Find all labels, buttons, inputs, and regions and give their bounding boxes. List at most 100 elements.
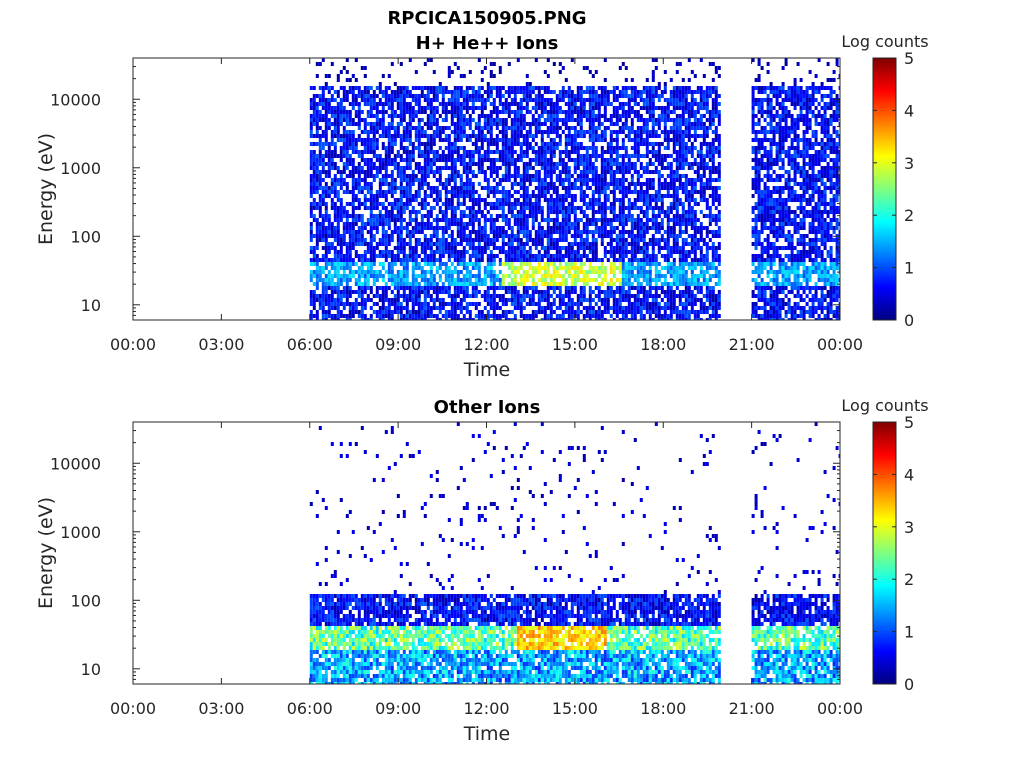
heat-cell [396,270,400,274]
heat-cell [621,242,625,246]
heat-cell [537,290,541,294]
heat-cell [609,102,613,106]
heat-cell [471,238,475,242]
heat-cell [381,74,385,78]
heat-cell [477,302,481,306]
heat-cell [522,114,526,118]
heat-cell [339,262,343,266]
heat-cell [318,178,322,182]
heat-cell [579,142,583,146]
heat-cell [555,254,559,258]
heat-cell [621,202,625,206]
heat-cell [483,238,487,242]
heat-cell [411,154,415,158]
heat-cell [510,182,514,186]
heat-cell [336,102,340,106]
heat-cell [543,278,547,282]
heat-cell [438,290,442,294]
heat-cell [315,166,319,170]
heat-cell [630,174,634,178]
heat-cell [624,154,628,158]
heat-cell [519,154,523,158]
heat-cell [534,130,538,134]
heat-cell [468,154,472,158]
heat-cell [483,234,487,238]
heat-cell [495,174,499,178]
heat-cell [498,250,502,254]
heat-cell [522,290,526,294]
heat-cell [642,102,646,106]
heat-cell [552,126,556,130]
heat-cell [528,294,532,298]
heat-cell [612,226,616,230]
heat-cell [576,146,580,150]
heat-cell [456,66,460,70]
heat-cell [312,246,316,250]
heat-cell [450,314,454,318]
heat-cell [630,282,634,286]
heat-cell [462,106,466,110]
heat-cell [429,122,433,126]
heat-cell [588,306,592,310]
heat-cell [378,178,382,182]
heat-cell [624,266,628,270]
heat-cell [534,242,538,246]
heat-cell [579,178,583,182]
heat-cell [429,194,433,198]
heat-cell [351,134,355,138]
heat-cell [465,282,469,286]
heat-cell [495,214,499,218]
heat-cell [450,230,454,234]
heat-cell [366,162,370,166]
heat-cell [567,106,571,110]
heat-cell [522,178,526,182]
heat-cell [342,118,346,122]
heat-cell [411,314,415,318]
heat-cell [612,98,616,102]
heat-cell [429,150,433,154]
heat-cell [582,110,586,114]
heat-cell [576,278,580,282]
heat-cell [345,150,349,154]
heat-cell [618,278,622,282]
heat-cell [633,114,637,118]
heat-cell [432,150,436,154]
heat-cell [531,270,535,274]
heat-cell [384,182,388,186]
heat-cell [426,134,430,138]
heat-cell [450,214,454,218]
heat-cell [390,146,394,150]
heat-cell [309,182,313,186]
heat-cell [324,286,328,290]
heat-cell [360,214,364,218]
heat-cell [327,162,331,166]
heat-cell [318,278,322,282]
heat-cell [591,106,595,110]
heat-cell [531,238,535,242]
heat-cell [600,302,604,306]
heat-cell [495,158,499,162]
heat-cell [483,198,487,202]
heat-cell [633,86,637,90]
heat-cell [345,122,349,126]
heat-cell [423,190,427,194]
panel-title: H+ He++ Ions [416,33,559,54]
heat-cell [594,226,598,230]
heat-cell [420,142,424,146]
heat-cell [396,198,400,202]
heat-cell [594,230,598,234]
heat-cell [393,186,397,190]
heat-cell [381,202,385,206]
heat-cell [390,110,394,114]
heat-cell [537,190,541,194]
heat-cell [450,110,454,114]
heat-cell [327,242,331,246]
heat-cell [495,90,499,94]
heat-cell [582,294,586,298]
heat-cell [516,214,520,218]
heat-cell [546,118,550,122]
heat-cell [606,282,610,286]
heat-cell [468,214,472,218]
heat-cell [618,294,622,298]
heat-cell [507,266,511,270]
